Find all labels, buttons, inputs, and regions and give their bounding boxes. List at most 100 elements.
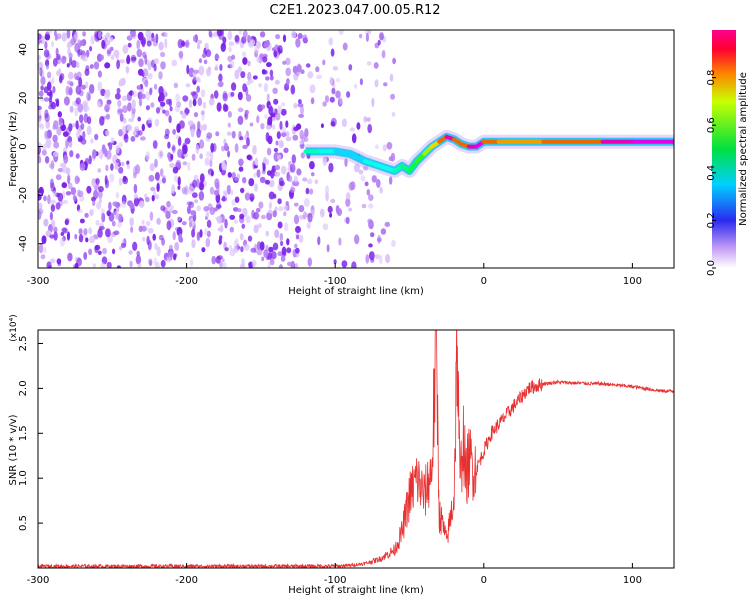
noise-speck — [298, 234, 304, 243]
noise-speck — [188, 185, 194, 195]
noise-speck — [156, 182, 160, 192]
noise-speck — [286, 238, 290, 246]
noise-speck — [222, 262, 227, 268]
noise-speck — [177, 216, 182, 221]
noise-speck — [148, 174, 155, 182]
noise-speck — [116, 87, 121, 94]
noise-speck — [324, 95, 330, 103]
noise-speck — [47, 30, 53, 34]
noise-speck — [73, 72, 78, 80]
noise-speck — [379, 254, 383, 265]
noise-speck — [361, 203, 367, 209]
noise-speck — [228, 41, 235, 46]
noise-speck — [165, 210, 171, 220]
noise-speck — [234, 143, 239, 153]
noise-speck — [133, 126, 140, 132]
noise-speck — [267, 209, 273, 214]
noise-speck — [345, 216, 350, 225]
noise-speck — [88, 155, 92, 165]
noise-speck — [214, 54, 220, 60]
noise-speck — [345, 197, 351, 207]
noise-speck — [276, 131, 281, 140]
noise-speck — [199, 173, 205, 184]
noise-speck — [199, 139, 205, 149]
noise-speck — [166, 200, 171, 208]
noise-speck — [252, 75, 258, 80]
noise-speck — [218, 80, 224, 88]
noise-speck — [224, 218, 228, 229]
noise-speck — [196, 128, 201, 138]
noise-speck — [261, 256, 265, 262]
noise-speck — [275, 140, 279, 146]
noise-speck — [285, 67, 292, 77]
noise-speck — [110, 163, 114, 171]
noise-speck — [271, 251, 277, 260]
noise-speck — [118, 141, 123, 148]
noise-speck — [86, 91, 91, 102]
noise-speck — [132, 90, 138, 98]
noise-speck — [325, 185, 329, 196]
noise-speck — [381, 50, 386, 59]
noise-speck — [185, 39, 190, 49]
noise-speck — [115, 145, 120, 154]
noise-speck — [129, 218, 134, 227]
noise-speck — [281, 246, 287, 256]
noise-speck — [93, 61, 100, 70]
noise-speck — [83, 228, 88, 236]
noise-speck — [283, 204, 289, 211]
noise-speck — [305, 187, 310, 195]
x-tick-label: -200 — [175, 276, 198, 287]
noise-speck — [231, 54, 236, 60]
noise-speck — [226, 184, 231, 195]
noise-speck — [92, 200, 96, 206]
noise-speck — [273, 193, 277, 199]
noise-speck — [303, 211, 307, 220]
noise-speck — [364, 181, 369, 187]
noise-speck — [309, 188, 314, 195]
noise-speck — [82, 131, 86, 140]
noise-speck — [172, 231, 176, 241]
noise-speck — [121, 201, 127, 208]
noise-speck — [104, 104, 110, 112]
noise-speck — [346, 91, 351, 98]
ridge-segment — [348, 151, 367, 164]
noise-speck — [61, 55, 67, 64]
noise-speck — [277, 45, 283, 54]
noise-speck — [106, 261, 112, 268]
noise-speck — [44, 31, 51, 41]
noise-speck — [197, 97, 203, 107]
noise-speck — [146, 40, 152, 47]
noise-speck — [388, 156, 393, 162]
noise-speck — [297, 33, 303, 39]
noise-speck — [358, 33, 363, 39]
noise-speck — [345, 192, 351, 200]
noise-speck — [62, 131, 69, 138]
noise-speck — [98, 30, 102, 39]
noise-speck — [76, 189, 81, 197]
noise-speck — [280, 255, 286, 262]
noise-speck — [93, 189, 99, 200]
noise-speck — [111, 220, 116, 227]
noise-speck — [108, 36, 114, 42]
noise-speck — [104, 62, 111, 69]
noise-speck — [38, 145, 41, 155]
noise-speck — [147, 117, 153, 124]
noise-speck — [60, 232, 65, 236]
noise-speck — [197, 43, 200, 50]
noise-speck — [90, 138, 94, 144]
noise-speck — [209, 186, 215, 195]
noise-speck — [45, 138, 52, 149]
noise-speck — [273, 49, 278, 58]
noise-speck — [279, 120, 283, 130]
noise-speck — [126, 124, 133, 132]
noise-speck — [78, 77, 83, 88]
noise-speck — [105, 150, 112, 160]
noise-speck — [139, 91, 143, 100]
noise-speck — [278, 206, 284, 212]
noise-speck — [206, 132, 213, 139]
noise-speck — [53, 155, 58, 161]
noise-speck — [170, 153, 174, 160]
noise-speck — [200, 110, 205, 116]
noise-speck — [272, 210, 278, 218]
noise-speck — [368, 219, 374, 230]
